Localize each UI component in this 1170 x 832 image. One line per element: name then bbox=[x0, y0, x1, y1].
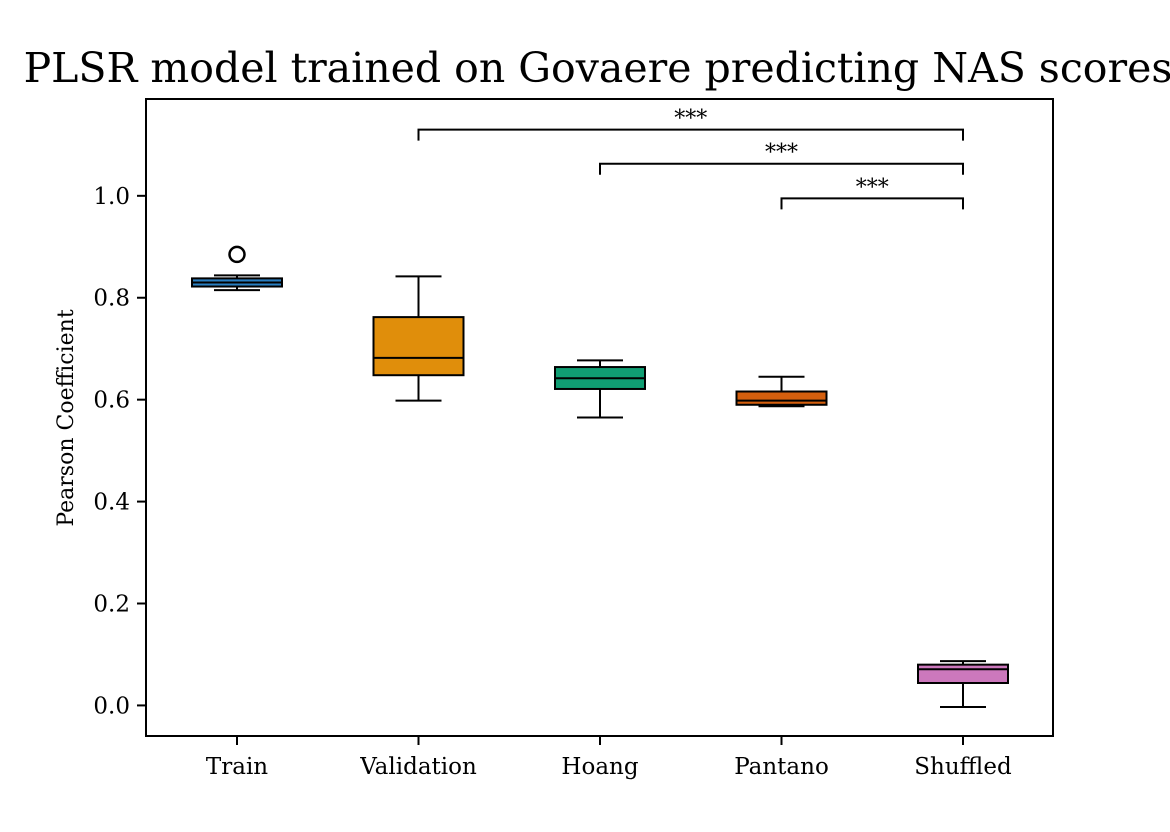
y-tick-label: 0.2 bbox=[93, 592, 130, 618]
significance-bracket bbox=[780, 197, 964, 210]
box-shuffled bbox=[917, 663, 1009, 685]
plot-area: 0.0 0.2 0.4 0.6 0.8 1.0 Train Validation Hoang Pa… bbox=[93, 107, 1012, 780]
box-validation bbox=[372, 316, 465, 377]
significance-label: *** bbox=[765, 141, 798, 166]
y-tick-label: 1.0 bbox=[93, 184, 130, 210]
x-tick-label: Validation bbox=[359, 754, 477, 780]
significance-label: *** bbox=[674, 107, 707, 132]
y-tick-label: 0.8 bbox=[93, 286, 130, 312]
y-tick-label: 0.4 bbox=[93, 490, 130, 516]
y-axis-label: Pearson Coefficient bbox=[54, 309, 79, 526]
significance-bracket bbox=[599, 162, 964, 175]
x-tick-label: Hoang bbox=[561, 754, 638, 780]
box-pantano bbox=[735, 390, 828, 406]
y-tick-label: 0.0 bbox=[93, 693, 130, 719]
chart-title: PLSR model trained on Govaere predicting… bbox=[24, 44, 1170, 92]
plot-frame bbox=[145, 98, 1054, 737]
outlier-point bbox=[228, 245, 246, 264]
x-tick-label: Pantano bbox=[734, 754, 829, 780]
y-tick-label: 0.6 bbox=[93, 388, 130, 414]
x-tick-label: Shuffled bbox=[914, 754, 1012, 780]
significance-label: *** bbox=[856, 175, 889, 200]
significance-bracket bbox=[417, 128, 964, 141]
x-tick-label: Train bbox=[206, 754, 268, 780]
